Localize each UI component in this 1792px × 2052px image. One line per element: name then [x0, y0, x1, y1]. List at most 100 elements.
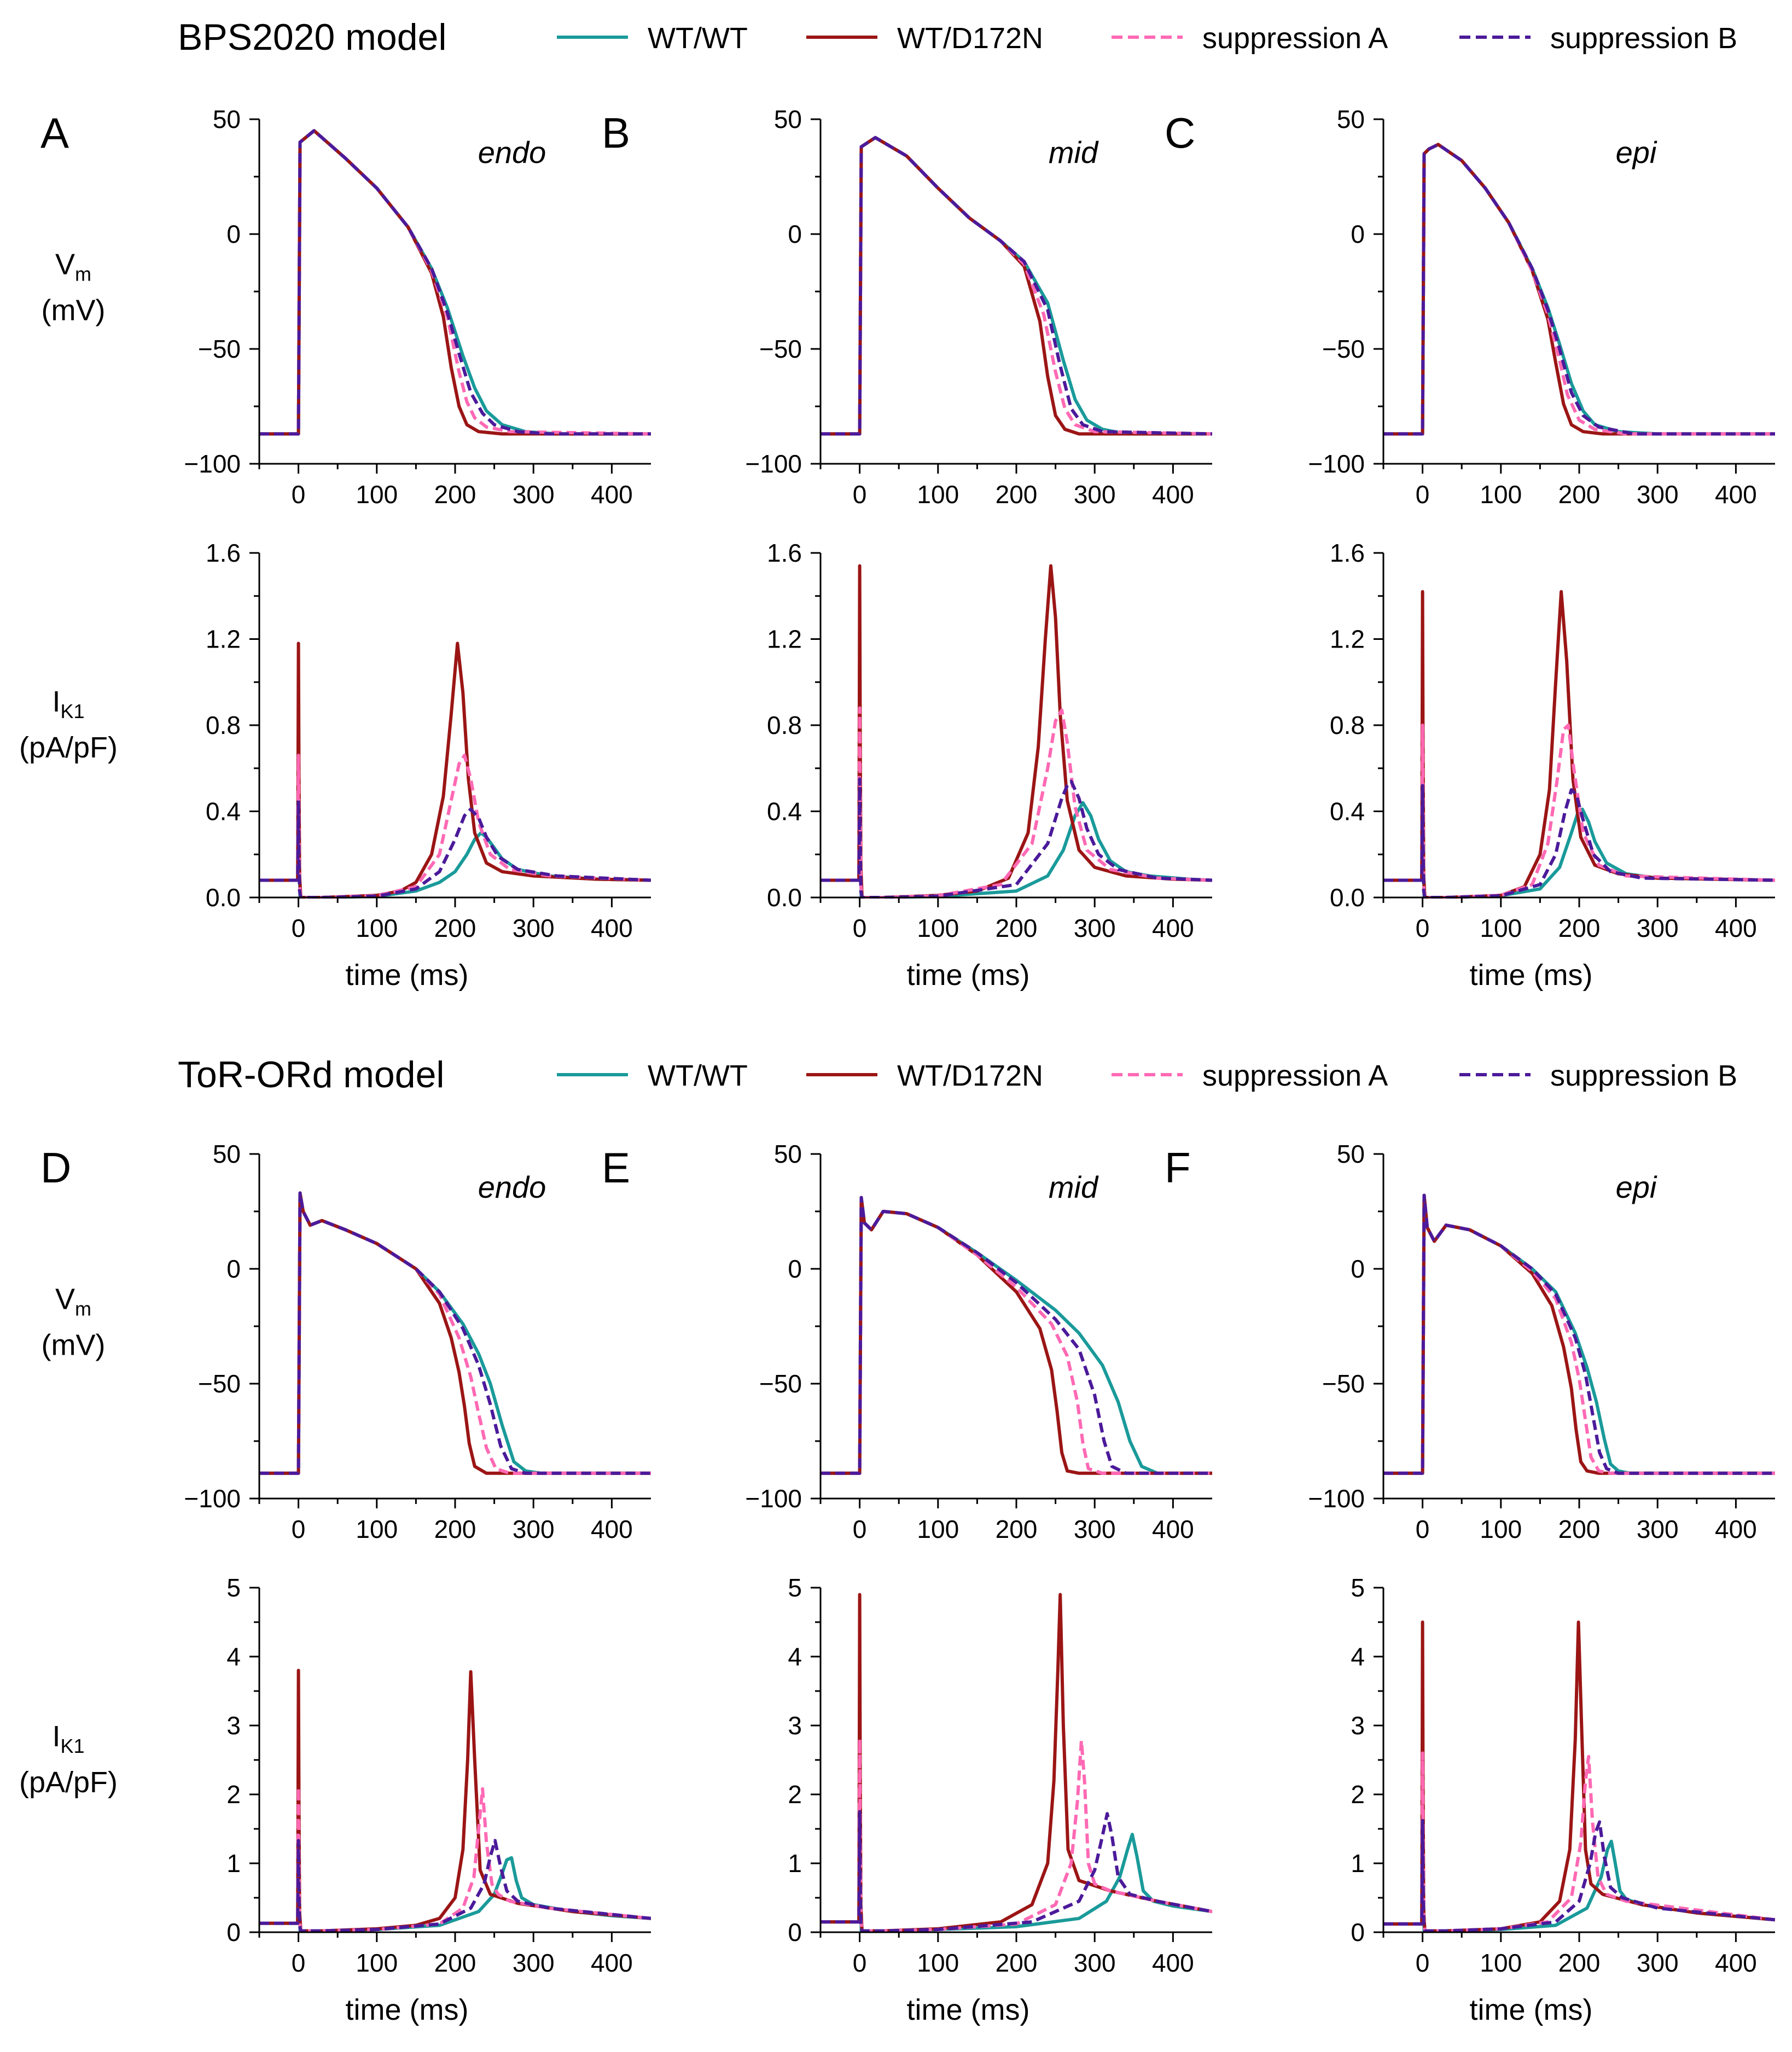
x-tick-label: 200 — [1558, 1949, 1601, 1977]
y-axis-title-subscript: K1 — [60, 1735, 84, 1757]
x-tick-label: 100 — [356, 1515, 398, 1543]
chart-A: 0 100 200 300 400 −100 −50 0 50 A endo Vm (mV) — [40, 105, 651, 509]
y-axis-title-unit: (pA/pF) — [19, 1766, 118, 1799]
chart-ik1-5: 0 100 200 300 400 0.0 0.4 0.8 1.2 1.6 time (ms) — [767, 539, 1212, 992]
legend-label: suppression A — [1202, 22, 1388, 55]
y-tick-label: −50 — [1322, 1369, 1365, 1398]
y-tick-label: 0 — [788, 220, 802, 248]
x-tick-label: 0 — [853, 1515, 867, 1543]
y-tick-label: 50 — [213, 1140, 241, 1168]
tissue-label: mid — [1049, 1170, 1099, 1204]
series-group — [259, 129, 651, 436]
x-axis-title: time (ms) — [1470, 959, 1593, 992]
chart-B: 0 100 200 300 400 −100 −50 0 50 B mid — [602, 105, 1212, 509]
axes: 0 100 200 300 400 −100 −50 0 50 — [745, 105, 1212, 509]
y-tick-label: 4 — [1351, 1642, 1365, 1671]
series-line-suppression-a — [1383, 1193, 1775, 1475]
x-tick-label: 200 — [1558, 1515, 1601, 1543]
x-tick-label: 200 — [434, 914, 476, 942]
y-tick-label: −50 — [198, 335, 241, 363]
y-axis-title-subscript: m — [75, 1298, 91, 1320]
series-group — [821, 564, 1212, 899]
y-tick-label: 1 — [226, 1849, 241, 1878]
x-tick-label: 100 — [356, 1949, 398, 1977]
series-line-suppression-b — [259, 1191, 651, 1475]
panel-letter: A — [40, 109, 69, 157]
y-axis-title-symbol: Vm — [55, 248, 91, 285]
x-tick-label: 100 — [917, 914, 959, 942]
y-axis-title-main: V — [55, 248, 75, 281]
axes: 0 100 200 300 400 −100 −50 0 50 — [184, 105, 651, 509]
tissue-label: epi — [1616, 135, 1657, 170]
x-tick-label: 300 — [513, 480, 555, 509]
x-tick-label: 300 — [513, 1515, 555, 1543]
series-line-suppression-b — [821, 136, 1212, 436]
x-tick-label: 200 — [434, 480, 476, 509]
y-axis-title-main: I — [52, 1720, 60, 1753]
y-axis-title-unit: (mV) — [42, 1329, 106, 1362]
x-tick-label: 300 — [1074, 1949, 1116, 1977]
x-tick-label: 400 — [1152, 914, 1194, 942]
x-tick-label: 0 — [1416, 1949, 1430, 1977]
y-tick-label: 4 — [226, 1642, 241, 1671]
y-tick-label: 2 — [226, 1780, 241, 1809]
series-group — [259, 1669, 651, 1933]
y-axis-title-symbol: IK1 — [52, 685, 84, 722]
legend-label: WT/D172N — [897, 1059, 1043, 1092]
series-group — [1383, 590, 1775, 899]
legend-label: WT/D172N — [897, 22, 1043, 55]
y-tick-label: −100 — [1308, 450, 1365, 478]
axes: 0 100 200 300 400 0 1 2 3 4 5 — [1351, 1573, 1775, 1977]
legend-label: suppression A — [1202, 1059, 1388, 1092]
y-tick-label: 50 — [1337, 105, 1365, 133]
model-title: ToR-ORd model — [178, 1054, 445, 1095]
axes: 0 100 200 300 400 0 1 2 3 4 5 — [226, 1573, 651, 1977]
x-tick-label: 300 — [1637, 914, 1679, 942]
y-tick-label: 1 — [788, 1849, 802, 1878]
y-tick-label: 0 — [226, 1255, 241, 1283]
model-header-1: BPS2020 model WT/WT WT/D172N suppression A s… — [178, 16, 1737, 58]
y-tick-label: 0.8 — [767, 711, 802, 739]
y-tick-label: 0.8 — [206, 711, 241, 739]
y-tick-label: 50 — [774, 105, 802, 133]
x-tick-label: 400 — [1715, 914, 1757, 942]
panel-letter: E — [602, 1144, 630, 1192]
series-group — [259, 642, 651, 899]
legend-label: WT/WT — [648, 1059, 748, 1092]
chart-D: 0 100 200 300 400 −100 −50 0 50 D endo Vm (mV) — [40, 1140, 651, 1543]
y-tick-label: 0.0 — [206, 883, 241, 912]
x-tick-label: 400 — [1152, 480, 1194, 509]
x-tick-label: 200 — [996, 1515, 1038, 1543]
x-tick-label: 400 — [1715, 480, 1757, 509]
series-line-wt-d172n — [1383, 1193, 1775, 1475]
series-line-suppression-b — [821, 1196, 1212, 1475]
y-tick-label: 2 — [1351, 1780, 1365, 1809]
x-axis-title: time (ms) — [907, 1993, 1030, 2026]
y-tick-label: −100 — [184, 1484, 241, 1513]
axes: 0 100 200 300 400 0.0 0.4 0.8 1.2 1.6 — [1330, 539, 1775, 942]
y-tick-label: 1.2 — [767, 625, 802, 654]
x-tick-label: 400 — [1715, 1515, 1757, 1543]
panel-letter: D — [40, 1144, 71, 1192]
axes: 0 100 200 300 400 −100 −50 0 50 — [184, 1140, 651, 1543]
x-tick-label: 400 — [591, 480, 633, 509]
axes: 0 100 200 300 400 0 1 2 3 4 5 — [788, 1573, 1212, 1977]
series-group — [1383, 1620, 1775, 1933]
legend: WT/WT WT/D172N suppression A suppression B — [557, 22, 1737, 55]
y-tick-label: −100 — [745, 1484, 802, 1513]
y-axis-title-subscript: m — [75, 263, 91, 285]
y-axis-title-subscript: K1 — [60, 700, 84, 722]
y-tick-label: 1.2 — [1330, 625, 1365, 654]
x-tick-label: 300 — [1074, 1515, 1116, 1543]
x-tick-label: 400 — [1152, 1949, 1194, 1977]
tissue-label: epi — [1616, 1170, 1657, 1204]
x-tick-label: 0 — [292, 914, 306, 942]
series-line-wt-d172n — [1383, 143, 1775, 436]
axes: 0 100 200 300 400 −100 −50 0 50 — [1308, 1140, 1775, 1543]
tissue-label: mid — [1049, 135, 1099, 170]
series-line-suppression-b — [821, 777, 1212, 899]
series-line-suppression-b — [1383, 784, 1775, 899]
legend-label: WT/WT — [648, 22, 748, 55]
